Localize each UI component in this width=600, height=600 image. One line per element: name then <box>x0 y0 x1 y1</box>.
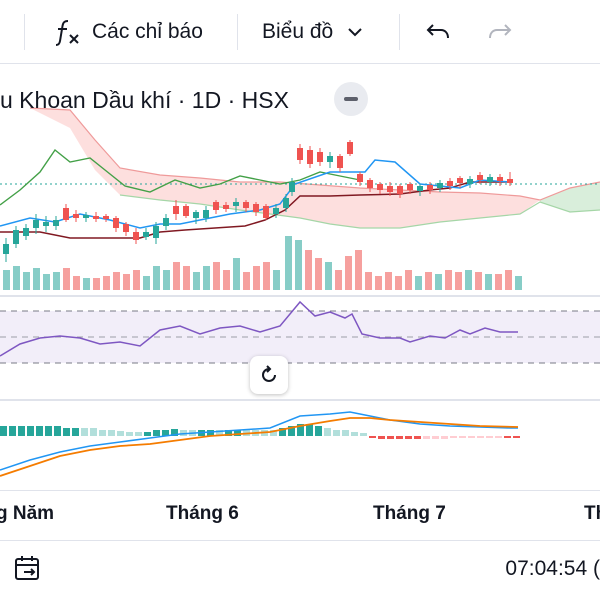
time-axis-label: Tháng 6 <box>166 503 239 524</box>
time-axis-label: Tháng 7 <box>373 503 446 524</box>
bottom-toolbar: 07:04:54 ( <box>0 540 600 600</box>
symbol-legend[interactable]: u Khoan Dầu khí · 1D · HSX <box>0 82 289 118</box>
time-axis-label: Th <box>584 503 600 524</box>
macd-line <box>0 411 518 471</box>
redo-icon <box>489 24 512 39</box>
minus-icon <box>344 97 358 101</box>
toolbar-separator <box>237 14 238 50</box>
leading-span-a-line <box>29 107 600 201</box>
clock-timezone[interactable]: 07:04:54 ( <box>505 557 600 580</box>
symbol-title: u Khoan Dầu khí · 1D · HSX <box>0 86 289 113</box>
legend-collapse-button[interactable] <box>334 82 368 116</box>
redo-button[interactable] <box>486 0 514 64</box>
function-icon <box>55 20 79 46</box>
toolbar-separator <box>24 14 25 50</box>
reset-chart-button[interactable] <box>250 356 288 394</box>
signal-line <box>0 417 519 477</box>
ichimoku-cloud-bullish <box>540 182 600 212</box>
time-axis[interactable]: g Năm Tháng 6 Tháng 7 Th <box>0 490 600 540</box>
calendar-goto-icon[interactable] <box>12 553 44 585</box>
undo-button[interactable] <box>424 0 452 64</box>
chart-type-button[interactable]: Biểu đồ <box>262 0 365 64</box>
candles <box>3 140 513 262</box>
rotate-icon <box>262 365 276 382</box>
toolbar-separator <box>399 14 400 50</box>
lagging-span-line <box>0 148 361 206</box>
indicators-label: Các chỉ báo <box>92 20 203 43</box>
chart-type-label: Biểu đồ <box>262 20 334 43</box>
indicators-button[interactable]: Các chỉ báo <box>52 0 203 64</box>
chart-toolbar: Các chỉ báo Biểu đồ <box>0 0 600 64</box>
ichimoku-cloud-bearish <box>30 108 540 228</box>
conversion-line <box>0 159 511 229</box>
volume-bars <box>3 236 522 290</box>
chart-canvas[interactable] <box>0 64 600 540</box>
macd-histogram <box>0 424 520 439</box>
time-axis-label: g Năm <box>0 503 55 524</box>
chevron-down-icon <box>348 28 362 37</box>
undo-icon <box>426 24 449 39</box>
rsi-line <box>0 300 518 357</box>
